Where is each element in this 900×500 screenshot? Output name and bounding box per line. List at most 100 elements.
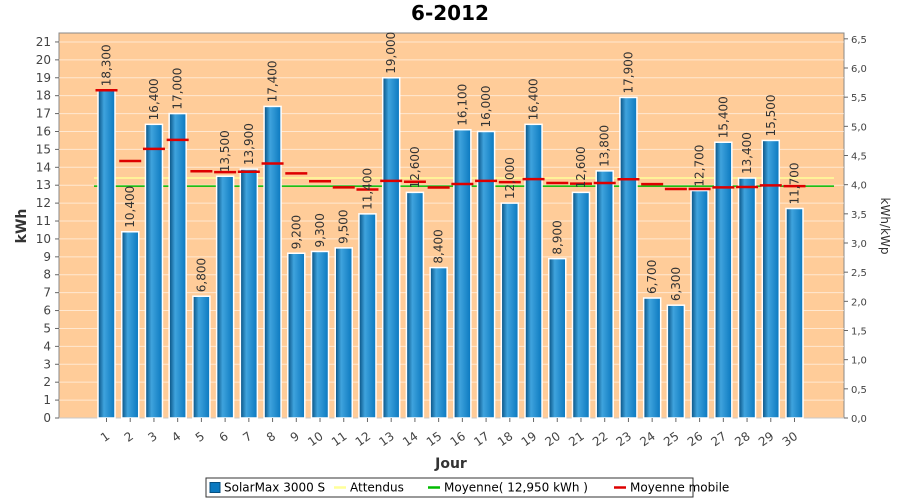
x-tick-label: 29 xyxy=(756,429,777,449)
data-label: 17,900 xyxy=(621,51,635,93)
y-tick-label: 5 xyxy=(43,321,51,335)
legend-label: SolarMax 3000 S xyxy=(224,481,325,495)
x-tick-label: 23 xyxy=(614,429,635,449)
y-tick-label: 12 xyxy=(36,196,51,210)
data-label: 8,400 xyxy=(432,229,446,263)
x-tick-label: 30 xyxy=(780,429,801,449)
bars xyxy=(97,77,804,419)
x-tick-label: 28 xyxy=(732,429,753,449)
data-label: 15,400 xyxy=(716,96,730,138)
legend-label: Attendus xyxy=(350,481,404,495)
y-axis-right-title: kWh/kWp xyxy=(878,198,892,255)
y-right-tick-label: 1,5 xyxy=(851,327,867,338)
data-label: 16,000 xyxy=(479,85,493,127)
x-tick-label: 16 xyxy=(448,429,469,449)
data-label: 16,100 xyxy=(455,84,469,126)
y-right-tick-label: 6,0 xyxy=(851,64,867,75)
bar-day-22 xyxy=(595,170,614,419)
data-label: 6,700 xyxy=(645,260,659,294)
y-tick-label: 18 xyxy=(36,89,51,103)
data-label: 12,600 xyxy=(408,146,422,188)
y-tick-label: 4 xyxy=(43,339,51,353)
bar-day-4 xyxy=(168,112,187,419)
bar-day-26 xyxy=(690,189,709,419)
bar-day-15 xyxy=(429,266,448,419)
x-tick-label: 19 xyxy=(519,429,540,449)
bar-day-9 xyxy=(287,252,306,419)
data-label: 17,400 xyxy=(266,60,280,102)
y-tick-label: 3 xyxy=(43,357,51,371)
y-right-tick-label: 4,5 xyxy=(851,152,867,163)
data-label: 19,000 xyxy=(384,32,398,74)
data-label: 9,500 xyxy=(337,210,351,244)
plot-area xyxy=(58,32,845,419)
bar-day-3 xyxy=(144,123,164,419)
x-tick-label: 15 xyxy=(424,429,445,449)
legend-box xyxy=(205,477,694,498)
legend-label: Moyenne( 12,950 kWh ) xyxy=(444,481,588,495)
y-right-tick-label: 3,5 xyxy=(851,210,867,221)
y-right-tick-label: 0,5 xyxy=(851,385,867,396)
x-tick-label: 2 xyxy=(122,429,136,445)
bar-day-7 xyxy=(239,168,259,419)
y-tick-label: 2 xyxy=(43,375,51,389)
y-tick-label: 1 xyxy=(43,393,51,407)
bar-day-24 xyxy=(642,297,662,419)
data-label: 9,300 xyxy=(313,213,327,247)
x-tick-label: 5 xyxy=(193,429,207,445)
bar-day-13 xyxy=(381,77,401,419)
y-right-tick-label: 0,0 xyxy=(851,414,867,425)
y-tick-label: 11 xyxy=(36,214,51,228)
y-right-tick-label: 5,5 xyxy=(851,93,867,104)
y-tick-label: 6 xyxy=(43,304,51,318)
x-tick-label: 17 xyxy=(471,429,492,449)
data-label: 9,200 xyxy=(289,215,303,249)
y-right-tick-label: 4,0 xyxy=(851,181,867,192)
y-tick-label: 16 xyxy=(36,124,51,138)
moving-average-markers xyxy=(95,89,806,191)
x-tick-label: 26 xyxy=(685,429,706,449)
y-tick-label: 10 xyxy=(36,232,51,246)
bar-day-2 xyxy=(120,231,140,419)
bar-day-10 xyxy=(310,250,330,419)
y-right-tick-label: 3,0 xyxy=(851,239,867,250)
data-label: 11,700 xyxy=(788,162,802,204)
x-tick-label: 7 xyxy=(240,429,254,445)
data-label: 12,000 xyxy=(503,157,517,199)
bar-day-18 xyxy=(500,202,520,419)
x-tick-label: 3 xyxy=(145,429,159,445)
bar-day-11 xyxy=(334,247,353,419)
x-tick-label: 13 xyxy=(376,429,397,449)
data-label: 8,900 xyxy=(550,220,564,254)
x-tick-label: 20 xyxy=(542,429,563,449)
bar-day-14 xyxy=(405,191,425,419)
y-tick-label: 0 xyxy=(43,411,51,425)
y-tick-label: 13 xyxy=(36,178,51,192)
bar-day-19 xyxy=(524,123,543,419)
bar-day-25 xyxy=(666,304,686,419)
x-tick-label: 8 xyxy=(264,429,278,445)
data-labels: 18,300 10,400 16,400 17,000 6,800 13,500 13,90… xyxy=(100,32,802,301)
data-label: 16,400 xyxy=(527,78,541,120)
data-label: 12,700 xyxy=(693,145,707,187)
bar-day-23 xyxy=(619,96,638,419)
bar-day-21 xyxy=(571,191,591,419)
data-label: 13,400 xyxy=(740,132,754,174)
y-tick-label: 15 xyxy=(36,142,51,156)
data-label: 10,400 xyxy=(123,186,137,228)
y-right-tick-label: 6,5 xyxy=(851,35,867,46)
y-tick-label: 19 xyxy=(36,71,51,85)
data-label: 6,300 xyxy=(669,267,683,301)
y-right-tick-label: 2,0 xyxy=(851,297,867,308)
x-tick-label: 4 xyxy=(169,429,183,445)
legend-label: Moyenne mobile xyxy=(630,481,729,495)
x-tick-label: 11 xyxy=(329,429,350,449)
bar-day-17 xyxy=(476,130,496,419)
x-tick-label: 10 xyxy=(305,429,326,449)
bar-day-6 xyxy=(215,175,235,419)
y-tick-label: 21 xyxy=(36,35,51,49)
bar-day-8 xyxy=(263,105,282,419)
data-label: 18,300 xyxy=(100,44,114,86)
data-label: 12,600 xyxy=(574,146,588,188)
